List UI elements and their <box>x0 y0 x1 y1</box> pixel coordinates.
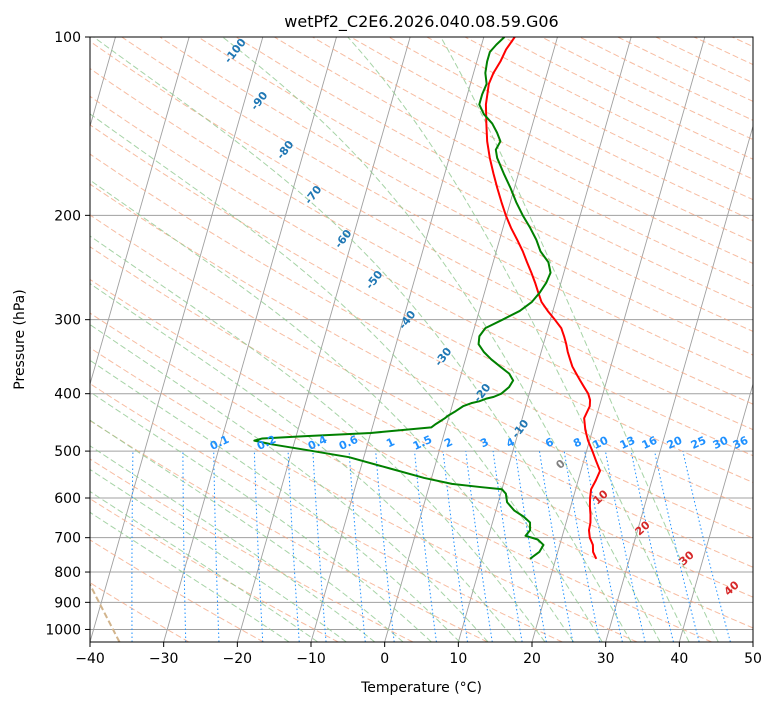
dry-adiabat-line <box>90 124 753 484</box>
mixing-ratio-line <box>682 450 731 642</box>
mixing-ratio-line <box>654 450 700 642</box>
moist-adiabat-line <box>90 445 376 642</box>
plot-frame <box>89 36 754 643</box>
temperature-line <box>484 37 602 560</box>
mixing-ratio-line <box>414 451 437 642</box>
dewpoint-line <box>253 37 552 560</box>
isotherm-line <box>678 382 753 642</box>
x-tick-label: 30 <box>597 651 615 667</box>
dry-adiabat-line <box>90 278 753 629</box>
y-tick-label: 800 <box>54 565 81 581</box>
mixing-ratio-lines <box>131 450 731 642</box>
mixing-ratio-line <box>348 451 366 642</box>
dry-adiabat-line <box>90 582 190 642</box>
isotherm-line <box>384 37 558 642</box>
moist-adiabat-line <box>90 282 517 642</box>
isotherm-line <box>163 37 337 642</box>
y-tick-label: 400 <box>54 387 81 403</box>
mixing-ratio-line <box>465 451 493 642</box>
x-tick-label: 40 <box>670 651 688 667</box>
dry-adiabat-line <box>90 153 753 511</box>
x-tick-label: −20 <box>223 651 253 667</box>
dry-adiabat-line <box>90 183 753 539</box>
x-tick-label: 10 <box>449 651 467 667</box>
isotherm-line <box>531 37 706 642</box>
mixing-ratio-line <box>563 451 601 642</box>
x-tick-label: −10 <box>296 651 326 667</box>
y-axis-title: Pressure (hPa) <box>12 289 28 389</box>
moist-adiabat-line <box>90 359 461 642</box>
mixing-ratio-line <box>604 451 646 642</box>
dry-adiabat-line <box>90 539 264 642</box>
x-tick-label: 0 <box>380 651 389 667</box>
moist-adiabat-line <box>347 37 690 642</box>
dry-adiabat-line <box>90 458 414 642</box>
y-tick-label: 600 <box>54 491 81 507</box>
isotherm-line <box>90 37 264 642</box>
dry-adiabat-line <box>90 420 488 642</box>
dry-adiabats <box>90 37 753 642</box>
dry-adiabat-line <box>121 37 753 380</box>
isotherm-line <box>90 37 190 386</box>
plot-area: 010203040-100-90-80-70-60-50-40-30-20-10… <box>90 37 753 642</box>
mixing-ratio-label: 13 <box>618 434 637 452</box>
y-tick-label: 300 <box>54 313 81 329</box>
moist-adiabat-line <box>90 323 489 642</box>
dry-adiabat-line <box>90 67 753 431</box>
mixing-ratio-line <box>375 451 395 642</box>
mixing-ratio-line <box>584 451 623 642</box>
x-tick-label: 50 <box>744 651 762 667</box>
moist-adiabat-line <box>90 179 575 642</box>
moist-adiabat-line <box>90 235 546 642</box>
moist-adiabat-line <box>440 37 719 642</box>
mixing-ratio-label: 36 <box>731 434 751 452</box>
profile-series <box>253 37 602 560</box>
x-tick-label: 20 <box>523 651 541 667</box>
isotherm-line <box>457 37 632 642</box>
mixing-ratio-label: 10 <box>591 434 611 452</box>
dry-adiabat-line <box>90 214 753 568</box>
mixing-ratio-line <box>492 451 523 642</box>
moist-adiabat-line <box>222 37 661 642</box>
x-axis-title: Temperature (°C) <box>360 680 482 696</box>
moist-adiabat-line <box>90 391 432 642</box>
moist-adiabat-line <box>90 511 290 642</box>
isobar-grid <box>90 37 753 630</box>
mixing-ratio-label: 20 <box>665 434 685 452</box>
mixing-ratio-label: 30 <box>711 434 731 452</box>
y-tick-label: 200 <box>54 208 81 224</box>
dry-adiabat-line <box>197 37 753 332</box>
dry-adiabat-line <box>235 37 753 309</box>
mixing-ratio-label: 25 <box>689 434 708 452</box>
moist-adiabats <box>90 37 719 642</box>
y-axis: 100 200 300 400 500 600 700 800 900 1000 <box>45 30 90 638</box>
y-tick-label: 900 <box>54 595 81 611</box>
mixing-ratio-label: 16 <box>640 434 660 452</box>
y-tick-label: 700 <box>54 531 81 547</box>
moist-adiabat-line <box>90 490 319 642</box>
y-tick-label: 100 <box>54 30 81 46</box>
y-tick-label: 500 <box>54 444 81 460</box>
moist-adiabat-line <box>90 419 404 642</box>
dry-adiabat-line <box>159 37 753 356</box>
mixing-ratio-line <box>442 451 469 642</box>
chart-title: wetPf2_C2E6.2026.040.08.59.G06 <box>284 12 558 32</box>
moist-adiabat-line <box>90 113 603 642</box>
moist-adiabat-line <box>93 37 632 642</box>
isotherm-line <box>236 37 411 642</box>
y-tick-label: 1000 <box>45 622 81 638</box>
x-axis: −40 −30 −20 −10 0 10 20 30 40 50 <box>75 642 762 667</box>
mixing-ratio-line <box>630 451 674 642</box>
dry-adiabat-line <box>90 312 712 642</box>
dry-adiabat-line <box>90 347 638 642</box>
x-tick-label: −30 <box>149 651 179 667</box>
dry-adiabat-line <box>90 246 753 598</box>
x-tick-label: −40 <box>75 651 105 667</box>
